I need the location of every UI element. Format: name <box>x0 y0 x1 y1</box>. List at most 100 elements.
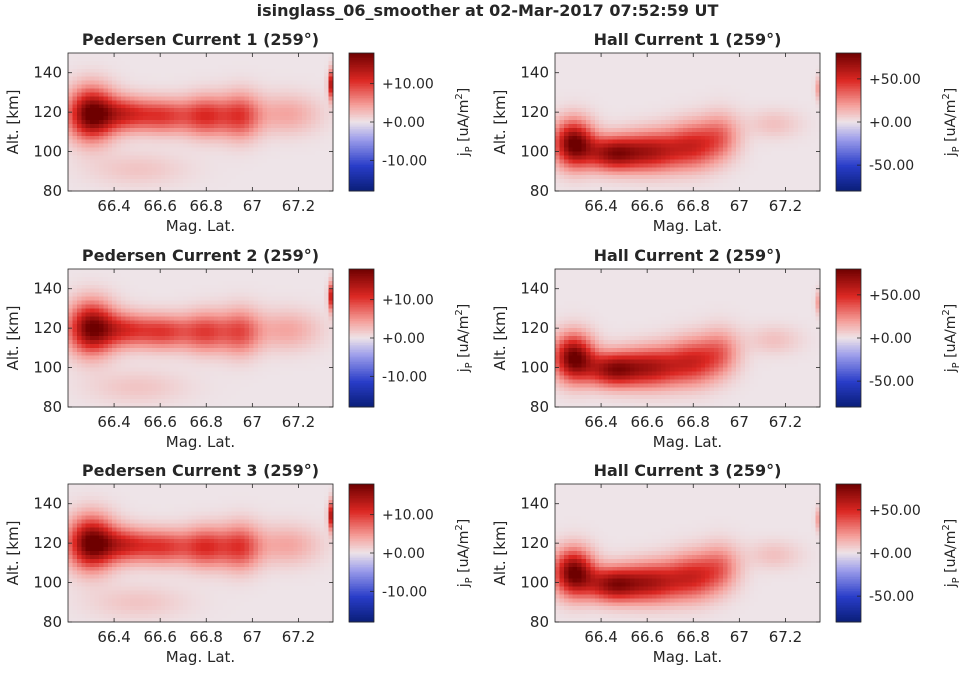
heatmap-cell <box>183 148 188 153</box>
heatmap-cell <box>794 96 799 101</box>
heatmap-cell <box>741 163 746 168</box>
heatmap-cell <box>284 175 289 180</box>
heatmap-cell <box>293 144 298 149</box>
heatmap-cell <box>599 104 604 109</box>
heatmap-cell <box>692 104 697 109</box>
heatmap-cell <box>72 112 77 117</box>
heatmap-cell <box>741 148 746 153</box>
heatmap-cell <box>785 104 790 109</box>
heatmap-cell <box>315 148 320 153</box>
heatmap-cell <box>196 179 201 184</box>
heatmap-cell <box>705 73 710 78</box>
heatmap-cell <box>130 120 135 125</box>
heatmap-cell <box>130 124 135 129</box>
heatmap-cell <box>679 128 684 133</box>
heatmap-cell <box>688 179 693 184</box>
heatmap-cell <box>736 152 741 157</box>
heatmap-cell <box>696 112 701 117</box>
heatmap-cell <box>258 171 263 176</box>
heatmap-cell <box>99 96 104 101</box>
heatmap-cell <box>320 69 325 74</box>
panel-title: Hall Current 1 (259°) <box>594 30 782 49</box>
heatmap-cell <box>112 308 117 313</box>
heatmap-cell <box>324 183 329 188</box>
heatmap-cell <box>311 61 316 66</box>
heatmap-cell <box>723 85 728 90</box>
heatmap-cell <box>134 96 139 101</box>
heatmap-cell <box>68 92 73 97</box>
heatmap-cell <box>307 120 312 125</box>
heatmap-cell <box>785 81 790 86</box>
heatmap-cell <box>77 77 82 82</box>
heatmap-cell <box>77 360 82 365</box>
heatmap-cell <box>130 159 135 164</box>
heatmap-cell <box>81 156 86 161</box>
heatmap-cell <box>630 156 635 161</box>
colorbar-label: jP [uA/m2] <box>454 88 475 157</box>
heatmap-cell <box>780 77 785 82</box>
heatmap-cell <box>657 144 662 149</box>
heatmap-cell <box>665 152 670 157</box>
heatmap-cell <box>696 108 701 113</box>
heatmap-cell <box>99 383 104 388</box>
heatmap-cell <box>745 100 750 105</box>
heatmap-cell <box>741 183 746 188</box>
heatmap-cell <box>121 104 126 109</box>
heatmap-cell <box>103 163 108 168</box>
heatmap-cell <box>258 148 263 153</box>
heatmap-cell <box>732 120 737 125</box>
heatmap-cell <box>187 53 192 58</box>
heatmap-cell <box>108 312 113 317</box>
heatmap-cell <box>807 108 812 113</box>
heatmap-cell <box>99 53 104 58</box>
heatmap-cell <box>108 69 113 74</box>
heatmap-cell <box>284 140 289 145</box>
heatmap-cell <box>130 81 135 86</box>
y-axis-label: Alt. [km] <box>4 90 22 155</box>
heatmap-cell <box>648 167 653 172</box>
heatmap-cell <box>108 175 113 180</box>
heatmap-cell <box>161 159 166 164</box>
heatmap-cell <box>139 104 144 109</box>
heatmap-cell <box>245 144 250 149</box>
heatmap-cell <box>77 395 82 400</box>
heatmap-cell <box>745 96 750 101</box>
heatmap-cell <box>794 65 799 70</box>
heatmap-cell <box>161 85 166 90</box>
heatmap-cell <box>564 104 569 109</box>
heatmap-cell <box>807 128 812 133</box>
heatmap-cell <box>639 100 644 105</box>
heatmap-cell <box>209 124 214 129</box>
heatmap-cell <box>626 159 631 164</box>
heatmap-cell <box>165 88 170 93</box>
heatmap-cell <box>209 136 214 141</box>
heatmap-cell <box>315 104 320 109</box>
heatmap-cell <box>90 69 95 74</box>
heatmap-cell <box>692 57 697 62</box>
heatmap-cell <box>710 116 715 121</box>
heatmap-cell <box>72 387 77 392</box>
heatmap-cell <box>276 104 281 109</box>
heatmap-cell <box>608 183 613 188</box>
heatmap-cell <box>90 383 95 388</box>
heatmap-cell <box>90 293 95 298</box>
heatmap-cell <box>99 136 104 141</box>
heatmap-cell <box>108 163 113 168</box>
heatmap-cell <box>196 171 201 176</box>
heatmap-cell <box>315 112 320 117</box>
heatmap-cell <box>749 132 754 137</box>
heatmap-cell <box>81 61 86 66</box>
heatmap-cell <box>258 88 263 93</box>
heatmap-cell <box>125 116 130 121</box>
heatmap-cell <box>231 77 236 82</box>
heatmap-cell <box>298 77 303 82</box>
heatmap-cell <box>262 88 267 93</box>
heatmap-cell <box>559 179 564 184</box>
heatmap-cell <box>741 81 746 86</box>
heatmap-cell <box>81 297 86 302</box>
heatmap-cell <box>307 183 312 188</box>
heatmap-cell <box>90 104 95 109</box>
heatmap-cell <box>324 69 329 74</box>
heatmap-cell <box>108 297 113 302</box>
heatmap-cell <box>209 140 214 145</box>
